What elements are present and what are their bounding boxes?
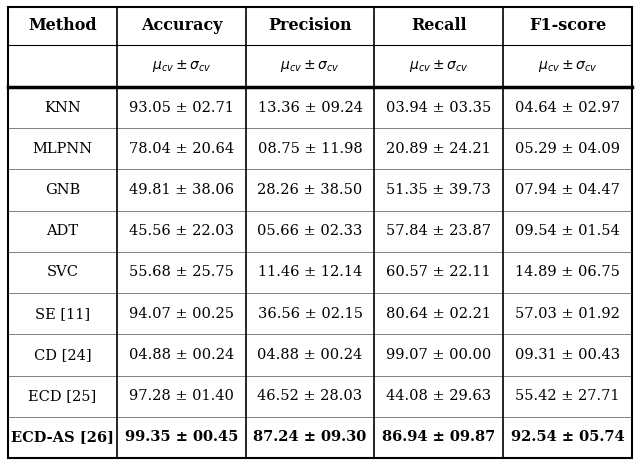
Text: GNB: GNB [45, 183, 80, 197]
Text: $\mu_{cv} \pm \sigma_{cv}$: $\mu_{cv} \pm \sigma_{cv}$ [152, 58, 211, 74]
Text: 92.54 ± 05.74: 92.54 ± 05.74 [511, 431, 624, 445]
Text: $\mu_{cv} \pm \sigma_{cv}$: $\mu_{cv} \pm \sigma_{cv}$ [280, 58, 340, 74]
Text: KNN: KNN [44, 100, 81, 114]
Text: 07.94 ± 04.47: 07.94 ± 04.47 [515, 183, 620, 197]
Text: Recall: Recall [411, 18, 467, 34]
Text: MLPNN: MLPNN [33, 142, 93, 156]
Text: 57.84 ± 23.87: 57.84 ± 23.87 [386, 224, 491, 238]
Text: ECD [25]: ECD [25] [28, 389, 97, 403]
Text: 93.05 ± 02.71: 93.05 ± 02.71 [129, 100, 234, 114]
Text: 99.07 ± 00.00: 99.07 ± 00.00 [386, 348, 491, 362]
Text: 05.66 ± 02.33: 05.66 ± 02.33 [257, 224, 363, 238]
Text: 46.52 ± 28.03: 46.52 ± 28.03 [257, 389, 363, 403]
Text: 05.29 ± 04.09: 05.29 ± 04.09 [515, 142, 620, 156]
Text: 36.56 ± 02.15: 36.56 ± 02.15 [257, 307, 362, 321]
Text: ADT: ADT [47, 224, 79, 238]
Text: CD [24]: CD [24] [34, 348, 92, 362]
Text: 11.46 ± 12.14: 11.46 ± 12.14 [258, 266, 362, 279]
Text: 09.31 ± 00.43: 09.31 ± 00.43 [515, 348, 620, 362]
Text: 78.04 ± 20.64: 78.04 ± 20.64 [129, 142, 234, 156]
Text: 20.89 ± 24.21: 20.89 ± 24.21 [386, 142, 491, 156]
Text: 99.35 ± 00.45: 99.35 ± 00.45 [125, 431, 238, 445]
Text: 57.03 ± 01.92: 57.03 ± 01.92 [515, 307, 620, 321]
Text: $\mu_{cv} \pm \sigma_{cv}$: $\mu_{cv} \pm \sigma_{cv}$ [409, 58, 468, 74]
Text: 94.07 ± 00.25: 94.07 ± 00.25 [129, 307, 234, 321]
Text: 55.42 ± 27.71: 55.42 ± 27.71 [515, 389, 620, 403]
Text: 04.88 ± 00.24: 04.88 ± 00.24 [129, 348, 234, 362]
Text: 49.81 ± 38.06: 49.81 ± 38.06 [129, 183, 234, 197]
Text: Precision: Precision [268, 18, 352, 34]
Text: 45.56 ± 22.03: 45.56 ± 22.03 [129, 224, 234, 238]
Text: 86.94 ± 09.87: 86.94 ± 09.87 [382, 431, 495, 445]
Text: 44.08 ± 29.63: 44.08 ± 29.63 [386, 389, 491, 403]
Text: 28.26 ± 38.50: 28.26 ± 38.50 [257, 183, 363, 197]
Text: F1-score: F1-score [529, 18, 606, 34]
Text: 51.35 ± 39.73: 51.35 ± 39.73 [386, 183, 491, 197]
Text: Accuracy: Accuracy [141, 18, 222, 34]
Text: ECD-AS [26]: ECD-AS [26] [11, 431, 114, 445]
Text: 03.94 ± 03.35: 03.94 ± 03.35 [386, 100, 491, 114]
Text: 13.36 ± 09.24: 13.36 ± 09.24 [257, 100, 362, 114]
Text: Method: Method [28, 18, 97, 34]
Text: 80.64 ± 02.21: 80.64 ± 02.21 [386, 307, 491, 321]
Text: 60.57 ± 22.11: 60.57 ± 22.11 [387, 266, 491, 279]
Text: 04.64 ± 02.97: 04.64 ± 02.97 [515, 100, 620, 114]
Text: 04.88 ± 00.24: 04.88 ± 00.24 [257, 348, 363, 362]
Text: 08.75 ± 11.98: 08.75 ± 11.98 [258, 142, 362, 156]
Text: SVC: SVC [47, 266, 79, 279]
Text: 14.89 ± 06.75: 14.89 ± 06.75 [515, 266, 620, 279]
Text: 97.28 ± 01.40: 97.28 ± 01.40 [129, 389, 234, 403]
Text: 55.68 ± 25.75: 55.68 ± 25.75 [129, 266, 234, 279]
Text: SE [11]: SE [11] [35, 307, 90, 321]
Text: 09.54 ± 01.54: 09.54 ± 01.54 [515, 224, 620, 238]
Text: $\mu_{cv} \pm \sigma_{cv}$: $\mu_{cv} \pm \sigma_{cv}$ [538, 58, 597, 74]
Text: 87.24 ± 09.30: 87.24 ± 09.30 [253, 431, 367, 445]
